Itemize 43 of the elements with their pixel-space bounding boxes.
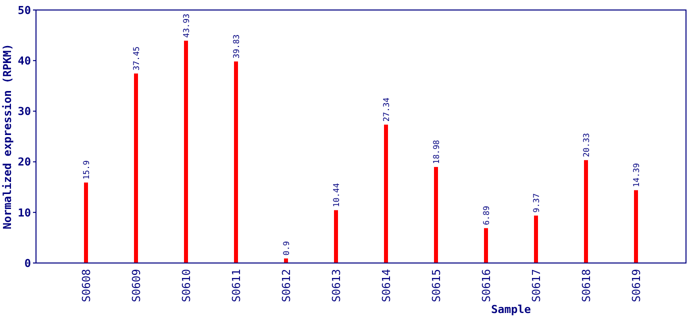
bar xyxy=(334,210,338,263)
bar xyxy=(434,166,438,263)
y-tick-label: 50 xyxy=(18,4,31,17)
data-label: 37.45 xyxy=(132,46,141,71)
bar xyxy=(534,216,538,263)
data-label: 6.89 xyxy=(482,206,491,226)
bar xyxy=(384,124,388,263)
bar xyxy=(484,228,488,263)
data-label: 27.34 xyxy=(382,97,391,122)
data-label: 18.98 xyxy=(432,140,441,164)
data-label: 15.9 xyxy=(82,160,91,180)
x-tick-label: S0610 xyxy=(180,269,193,302)
bar xyxy=(84,182,88,263)
data-label: 0.9 xyxy=(282,240,291,256)
bar xyxy=(134,74,138,263)
data-label: 9.37 xyxy=(532,193,541,213)
bar xyxy=(634,190,638,263)
x-tick-label: S0612 xyxy=(280,269,293,302)
y-tick-label: 10 xyxy=(18,206,31,220)
bar xyxy=(184,40,188,263)
bar xyxy=(234,61,238,263)
x-tick-label: S0618 xyxy=(580,269,593,302)
x-tick-label: S0614 xyxy=(380,268,393,302)
y-tick-label: 30 xyxy=(18,105,31,118)
y-axis-title: Normalized expression (RPKM) xyxy=(1,44,14,230)
x-tick-label: S0611 xyxy=(230,269,243,302)
x-tick-label: S0613 xyxy=(330,269,343,302)
x-tick-label: S0608 xyxy=(80,269,93,302)
x-axis-title: Sample xyxy=(491,303,532,316)
data-label: 20.33 xyxy=(582,132,591,158)
y-tick-label: 40 xyxy=(18,54,31,68)
x-tick-label: S0609 xyxy=(130,269,143,302)
y-tick-label: 20 xyxy=(18,156,31,169)
data-label: 10.44 xyxy=(332,182,341,208)
x-tick-label: S0616 xyxy=(480,269,493,302)
bar xyxy=(584,160,588,263)
y-tick-label: 0 xyxy=(24,256,31,270)
data-label: 43.93 xyxy=(182,13,191,38)
data-label: 39.83 xyxy=(232,34,241,58)
x-tick-label: S0619 xyxy=(630,269,643,302)
x-tick-label: S0617 xyxy=(530,269,543,302)
x-tick-label: S0615 xyxy=(430,269,443,302)
data-label: 14.39 xyxy=(632,162,641,188)
